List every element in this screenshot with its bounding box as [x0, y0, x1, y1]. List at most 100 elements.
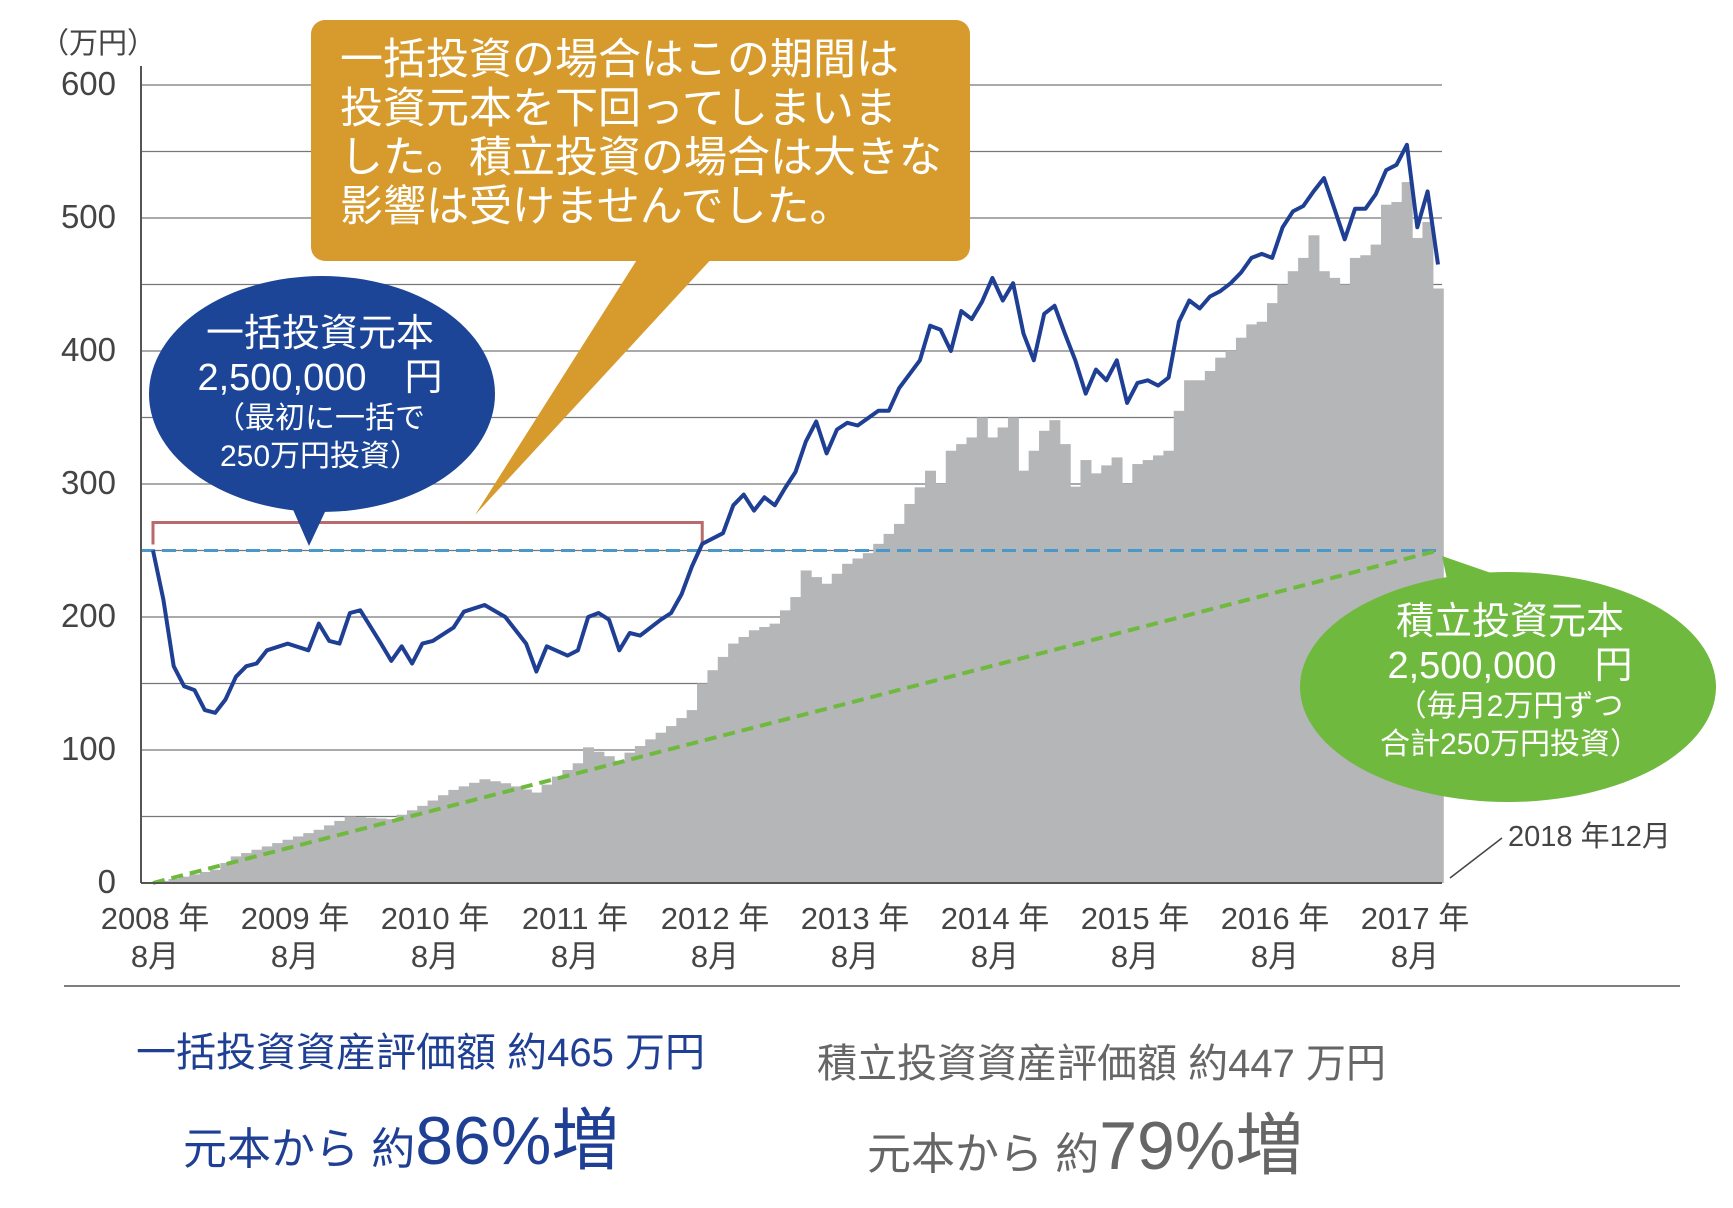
- accum-growth-prefix: 元本から 約: [867, 1130, 1100, 1179]
- accumulation-bar: [738, 636, 750, 883]
- x-tick-year: 2010 年: [380, 901, 490, 936]
- x-tick-month: 8月: [1390, 939, 1440, 974]
- accumulation-bar: [1225, 351, 1237, 883]
- accumulation-bar: [1121, 484, 1133, 883]
- accumulation-bar: [665, 726, 677, 883]
- accumulation-bar: [427, 800, 439, 883]
- lump-bubble-note: 250万円投資）: [219, 440, 421, 473]
- accumulation-bar: [241, 853, 253, 883]
- accum-bubble-shape: [1300, 556, 1716, 802]
- accumulation-bar: [1215, 357, 1227, 883]
- accumulation-bar: [209, 869, 221, 883]
- x-tick-year: 2017 年: [1360, 901, 1470, 936]
- accum-bubble-amount: 2,500,000 円: [1387, 645, 1633, 687]
- lump-sum-line: [151, 142, 1440, 715]
- accumulation-bar: [168, 879, 180, 883]
- x-tick-year: 2009 年: [240, 901, 350, 936]
- accumulation-bar: [1277, 284, 1289, 883]
- accumulation-bar: [759, 626, 771, 883]
- accumulation-bar: [520, 789, 532, 883]
- x-tick-label: 2009 年 8月: [225, 900, 365, 976]
- lump-bubble: 一括投資元本 2,500,000 円 （最初に一括で 250万円投資）: [170, 312, 470, 476]
- accumulation-bar: [676, 718, 688, 883]
- accumulation-bar: [365, 817, 377, 883]
- accumulation-bar: [925, 470, 936, 883]
- y-axis-unit: （万円）: [40, 28, 157, 60]
- accumulation-bar: [634, 746, 646, 883]
- accumulation-bar: [1090, 473, 1102, 883]
- x-tick-month: 8月: [1250, 939, 1300, 974]
- accumulation-bar: [344, 816, 356, 883]
- accumulation-bar: [914, 487, 926, 883]
- accumulation-bar: [1308, 235, 1320, 884]
- y-tick-label: 300: [60, 464, 116, 501]
- x-tick-year: 2014 年: [940, 901, 1050, 936]
- y-tick-label: 500: [60, 198, 116, 235]
- x-tick-month: 8月: [1110, 939, 1160, 974]
- x-tick-year: 2016 年: [1220, 901, 1330, 936]
- accumulation-bar: [966, 437, 978, 883]
- accum-bubble-title: 積立投資元本: [1395, 601, 1624, 643]
- x-tick-label: 2008 年 8月: [85, 900, 225, 976]
- callout-line: 一括投資の場合はこの期間は: [340, 36, 899, 84]
- accumulation-bar: [862, 553, 874, 883]
- accumulation-bar: [1318, 271, 1330, 883]
- accumulation-bar: [935, 484, 947, 883]
- accumulation-bar: [1204, 370, 1216, 883]
- accumulation-bar: [303, 833, 315, 883]
- x-tick-year: 2013 年: [800, 901, 910, 936]
- x-tick-month: 8月: [410, 939, 460, 974]
- accumulation-bar: [1173, 410, 1185, 883]
- accumulation-bar: [873, 543, 885, 883]
- accum-bubble-note: （毎月2万円ずつ: [1396, 690, 1624, 723]
- x-tick-year: 2015 年: [1080, 901, 1190, 936]
- accumulation-bar: [510, 786, 522, 883]
- end-leader-line: [1449, 837, 1503, 879]
- accumulation-bar: [448, 789, 460, 883]
- accumulation-bar: [800, 570, 812, 883]
- accumulation-bar: [1007, 417, 1019, 883]
- accumulation-bar: [779, 610, 791, 883]
- accumulation-bar: [1111, 457, 1123, 883]
- accumulation-bar: [852, 558, 864, 883]
- accumulation-bar: [748, 630, 760, 883]
- lump-growth-value: 86%増: [415, 1103, 620, 1179]
- accumulation-bar: [220, 863, 232, 883]
- accumulation-bar: [976, 417, 988, 883]
- callout-line: 投資元本を下回ってしまいま: [340, 85, 897, 133]
- accumulation-bar: [334, 820, 346, 883]
- accumulation-bar: [261, 846, 273, 883]
- accumulation-bar: [572, 763, 584, 883]
- accumulation-bar: [251, 849, 263, 883]
- accumulation-bar: [645, 739, 657, 883]
- x-tick-label: 2014 年 8月: [925, 900, 1065, 976]
- accumulation-bar: [697, 683, 709, 883]
- accumulation-bar: [1391, 202, 1403, 884]
- accumulation-bar: [603, 756, 615, 883]
- callout-line: した。積立投資の場合は大きな: [340, 134, 942, 182]
- accumulation-bar: [1339, 284, 1351, 883]
- accumulation-bar: [707, 670, 719, 883]
- accumulation-bar: [1329, 277, 1341, 884]
- lump-bubble-amount: 2,500,000 円: [197, 357, 443, 399]
- x-tick-month: 8月: [690, 939, 740, 974]
- accumulation-bar: [199, 872, 211, 883]
- x-tick-label: 2012 年 8月: [645, 900, 785, 976]
- lump-summary-label: 一括投資資産評価額 約465 万円: [136, 1031, 705, 1075]
- x-tick-label: 2010 年 8月: [365, 900, 505, 976]
- accumulation-bar: [655, 732, 667, 883]
- callout-line: 影響は受けませんでした。: [340, 183, 853, 231]
- accumulation-bar: [790, 597, 802, 883]
- accum-bubble: 積立投資元本 2,500,000 円 （毎月2万円ずつ 合計250万円投資）: [1310, 600, 1710, 764]
- accumulation-bar: [1163, 450, 1175, 883]
- x-tick-label: 2017 年 8月: [1345, 900, 1485, 976]
- y-tick-label: 400: [60, 331, 116, 368]
- accumulation-bar: [323, 825, 335, 883]
- x-tick-label: 2015 年 8月: [1065, 900, 1205, 976]
- accumulation-bar: [1235, 337, 1247, 883]
- accumulation-bar: [406, 810, 418, 883]
- accumulation-bar: [987, 437, 999, 883]
- x-tick-month: 8月: [270, 939, 320, 974]
- accumulation-bar: [945, 450, 957, 883]
